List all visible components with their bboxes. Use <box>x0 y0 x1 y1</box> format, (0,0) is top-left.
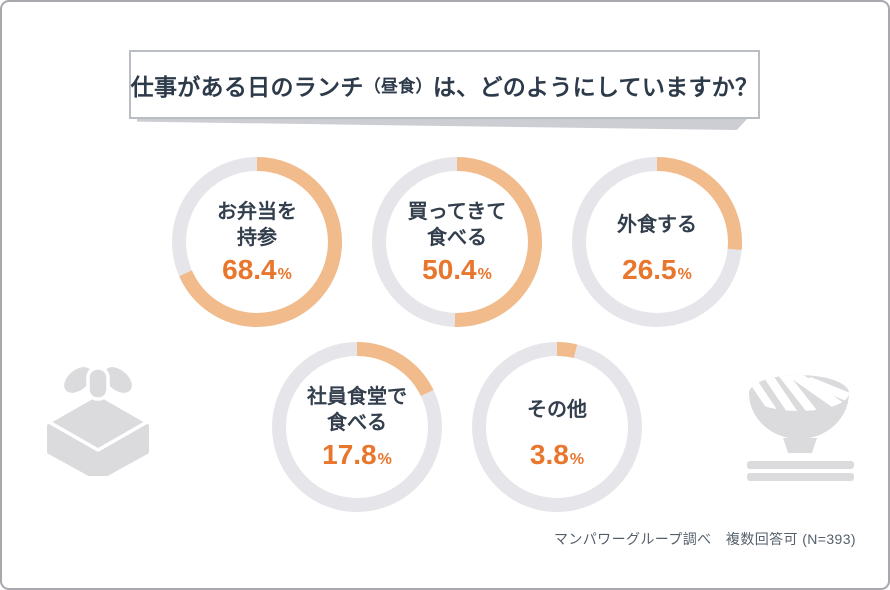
donut-value: 68.4% <box>222 256 292 284</box>
donut-center: その他 3.8% <box>469 339 645 515</box>
donut-label: その他 <box>527 385 587 437</box>
bowl-foot <box>783 438 817 453</box>
donut-svg <box>472 342 642 512</box>
donut-label: お弁当を 持参 <box>217 200 297 252</box>
percent-sign: % <box>569 451 585 468</box>
donut-value-number: 3.8 <box>529 439 569 470</box>
noodle-bowl-icon <box>747 375 854 481</box>
donut-value-number: 68.4 <box>222 254 277 285</box>
donut-svg <box>572 157 742 327</box>
bento-knot-ear-right <box>104 367 132 393</box>
donut-arc <box>272 342 442 512</box>
donut-chart-buy: 買ってきて 食べる 50.4% <box>369 154 545 330</box>
donut-value-number: 17.8 <box>322 439 377 470</box>
donut-center: 買ってきて 食べる 50.4% <box>369 154 545 330</box>
donut-chart-cafeteria: 社員食堂で 食べる 17.8% <box>269 339 445 515</box>
donut-chart-other: その他 3.8% <box>469 339 645 515</box>
donut-value-number: 50.4 <box>422 254 477 285</box>
title-box: 仕事がある日のランチ （昼食） は、どのようにしていますか？ <box>129 50 760 119</box>
donut-arc <box>472 342 642 512</box>
title-text-pre: 仕事がある日のランチ <box>130 73 364 100</box>
donut-svg <box>272 342 442 512</box>
donut-value: 17.8% <box>322 441 392 469</box>
donut-label-line2: 食べる <box>427 227 487 249</box>
percent-sign: % <box>377 451 392 468</box>
percent-sign: % <box>477 266 492 283</box>
donut-center: 社員食堂で 食べる 17.8% <box>269 339 445 515</box>
donut-label-line1: 外食する <box>617 214 697 237</box>
donut-label: 買ってきて 食べる <box>408 200 506 252</box>
donut-value: 26.5% <box>622 256 692 284</box>
donut-label-line2: 食べる <box>327 412 387 434</box>
donut-arc <box>372 157 542 327</box>
bento-knot <box>86 366 110 401</box>
donut-label: 外食する <box>617 200 697 252</box>
donut-chart-eat-out: 外食する 26.5% <box>569 154 745 330</box>
source-note: マンパワーグループ調べ 複数回答可 (N=393) <box>553 531 856 547</box>
percent-sign: % <box>677 266 692 283</box>
donut-label: 社員食堂で 食べる <box>307 385 407 437</box>
donut-chart-bento: お弁当を 持参 68.4% <box>169 154 345 330</box>
donut-svg <box>172 157 342 327</box>
bento-box-icon <box>47 366 149 476</box>
donut-svg <box>372 157 542 327</box>
donut-label-line1: 社員食堂で <box>307 386 407 409</box>
title-text-post: は、どのようにしていますか？ <box>432 73 759 100</box>
donut-value-number: 26.5 <box>622 254 677 285</box>
donut-label-line1: その他 <box>527 399 587 422</box>
donut-value: 50.4% <box>422 256 492 284</box>
percent-sign: % <box>277 266 292 283</box>
donut-arc <box>572 157 742 327</box>
bento-box-body <box>47 424 149 476</box>
bento-knot-ear-left <box>64 367 92 393</box>
donut-center: 外食する 26.5% <box>569 154 745 330</box>
donut-label-line2: 持参 <box>237 227 277 249</box>
donut-arc <box>172 157 342 327</box>
chopstick-top <box>747 461 854 469</box>
title-text-paren: （昼食） <box>363 77 433 96</box>
donut-label-line1: 買ってきて <box>407 201 507 224</box>
donut-center: お弁当を 持参 68.4% <box>169 154 345 330</box>
bento-box-lid <box>47 392 149 452</box>
donut-value: 3.8% <box>530 441 584 469</box>
chopstick-bottom <box>747 473 854 481</box>
donut-label-line1: お弁当を <box>217 201 297 224</box>
